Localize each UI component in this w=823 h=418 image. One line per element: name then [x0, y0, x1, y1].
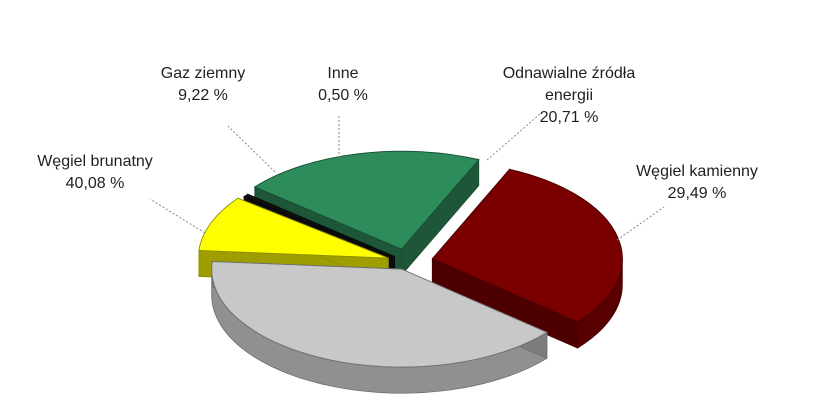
leader-line — [227, 125, 276, 173]
slice-value: 40,08 % — [66, 175, 125, 192]
slice-value: 0,50 % — [318, 87, 368, 104]
leader-line — [149, 198, 206, 234]
slice-label: Węgiel kamienny 29,49 % — [636, 163, 758, 202]
slice-value: 9,22 % — [178, 87, 228, 104]
leader-line — [616, 206, 665, 241]
pie-slice-węgiel-kamienny — [431, 168, 623, 349]
slice-name: Węgiel kamienny — [636, 163, 758, 180]
slice-value: 20,71 % — [540, 109, 599, 126]
slice-name: Inne — [327, 65, 358, 82]
slice-value: 29,49 % — [668, 185, 727, 202]
slice-label: Odnawialne źródła energii 20,71 % — [503, 65, 636, 126]
leader-line — [486, 113, 541, 161]
slice-label: Gaz ziemny 9,22 % — [161, 65, 245, 104]
slice-label: Węgiel brunatny 40,08 % — [37, 153, 153, 192]
slice-name: Odnawialne źródła — [503, 65, 636, 82]
slice-name: energii — [545, 87, 593, 104]
slice-label: Inne 0,50 % — [318, 65, 368, 104]
pie-slice-węgiel-brunatny — [211, 261, 548, 394]
slice-name: Gaz ziemny — [161, 65, 245, 82]
slice-name: Węgiel brunatny — [37, 153, 153, 170]
